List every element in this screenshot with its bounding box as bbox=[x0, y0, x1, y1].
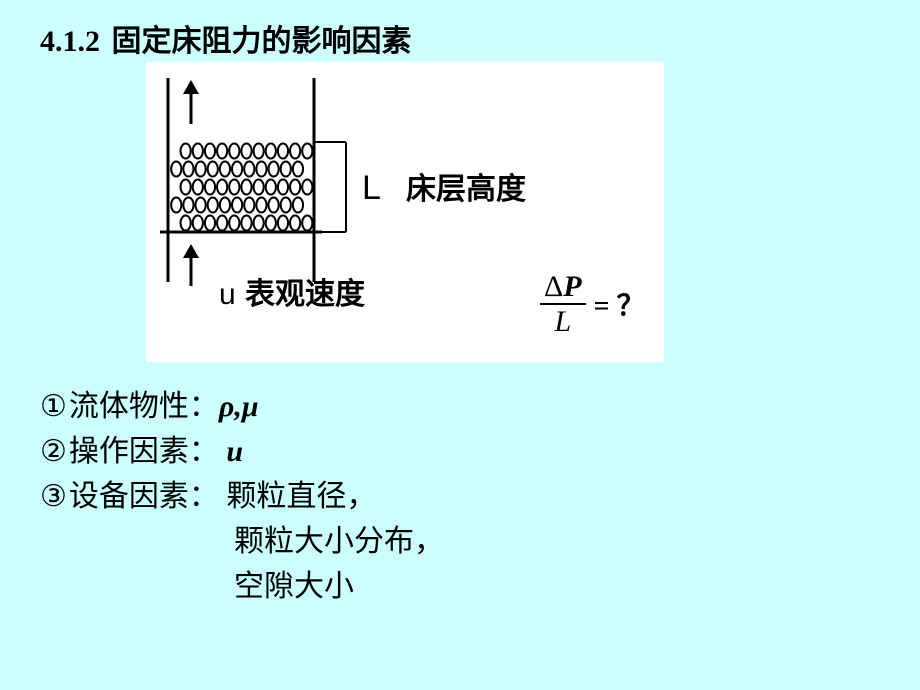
section-title: 固定床阻力的影响因素 bbox=[112, 25, 412, 58]
section-heading: 4.1.2 固定床阻力的影响因素 bbox=[40, 16, 412, 60]
factor-vars: ρ,μ bbox=[219, 390, 259, 423]
fraction: ΔP L bbox=[540, 270, 586, 338]
factor-row-3: ③设备因素： 颗粒直径， bbox=[40, 474, 444, 519]
factor-label: 设备因素： bbox=[69, 480, 219, 513]
factor-continuation-2: 空隙大小 bbox=[234, 564, 444, 609]
factor-text: 颗粒直径， bbox=[219, 480, 377, 513]
pressure-drop-equation: ΔP L = ？ bbox=[540, 270, 645, 338]
delta-symbol: Δ bbox=[544, 270, 563, 303]
numerator-var: P bbox=[563, 270, 581, 303]
factor-marker: ② bbox=[40, 435, 67, 468]
svg-text:床层高度: 床层高度 bbox=[406, 173, 526, 206]
fraction-numerator: ΔP bbox=[540, 270, 586, 303]
section-number: 4.1.2 bbox=[40, 25, 100, 58]
factors-list: ①流体物性：ρ,μ ②操作因素： u ③设备因素： 颗粒直径， 颗粒大小分布， … bbox=[40, 384, 444, 609]
equals-sign: = bbox=[594, 291, 610, 322]
factor-row-2: ②操作因素： u bbox=[40, 429, 444, 474]
factor-vars: u bbox=[226, 435, 243, 468]
factor-marker: ③ bbox=[40, 480, 67, 513]
svg-text:u: u bbox=[219, 278, 236, 311]
fraction-denominator: L bbox=[550, 305, 575, 338]
equation-rhs: = ？ bbox=[594, 284, 645, 324]
factor-row-1: ①流体物性：ρ,μ bbox=[40, 384, 444, 429]
svg-text:L: L bbox=[362, 169, 381, 207]
factor-label: 流体物性： bbox=[69, 390, 219, 423]
question-mark: ？ bbox=[617, 291, 645, 322]
factor-continuation-1: 颗粒大小分布， bbox=[234, 519, 444, 564]
svg-text:表观速度: 表观速度 bbox=[245, 278, 365, 311]
factor-label: 操作因素： bbox=[69, 435, 219, 468]
factor-marker: ① bbox=[40, 390, 67, 423]
